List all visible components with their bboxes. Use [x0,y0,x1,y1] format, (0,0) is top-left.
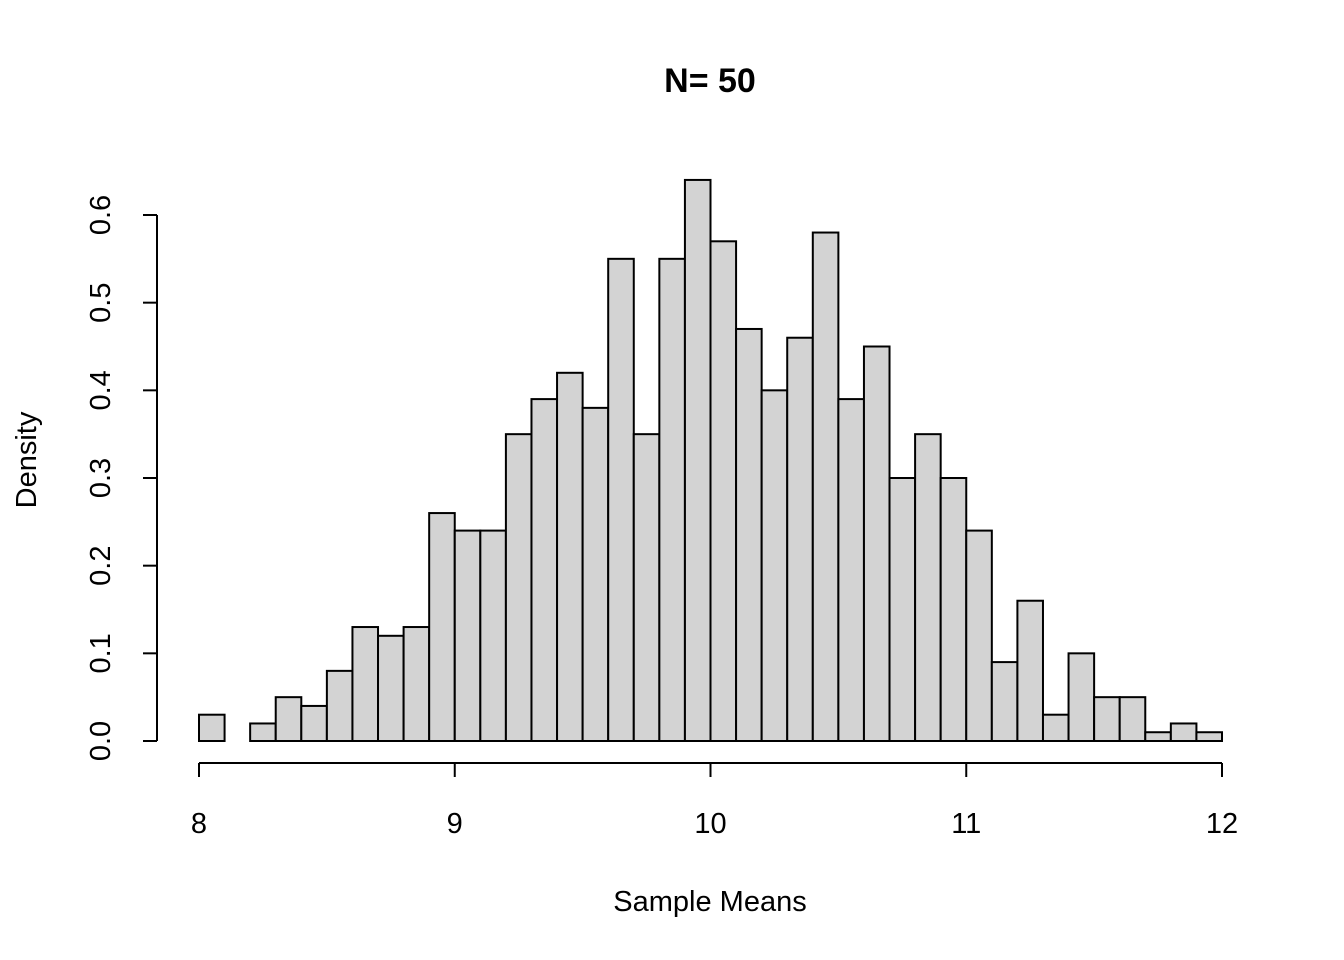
histogram-bar [658,257,686,742]
x-tick-label: 9 [447,808,463,840]
x-tick-label: 11 [951,808,981,840]
y-tick-label: 0.3 [85,458,117,498]
histogram-bar [862,345,891,742]
y-tick-label: 0.6 [85,195,117,235]
histogram-bar [402,626,431,742]
x-tick-label: 10 [694,808,726,840]
bars-group [198,178,1224,743]
histogram-bar [735,327,763,742]
histogram-bar [249,722,277,743]
histogram-bar [274,696,303,743]
histogram-bar [504,433,533,742]
histogram-bar [837,398,865,742]
y-axis: 0.0 0.1 0.2 0.3 0.4 0.5 0.6 [85,195,158,761]
histogram-bar [1016,599,1044,742]
histogram-bar [811,231,840,743]
histogram-bar [965,529,993,742]
histogram-bar [428,512,456,742]
histogram-bar [709,240,738,743]
y-axis-label: Density [11,411,43,508]
histogram-bar [888,477,917,742]
x-axis: 8 9 10 11 12 [191,762,1238,840]
histogram-bar [914,433,942,742]
histogram-bar [1144,731,1172,743]
histogram-bar [683,178,712,742]
y-tick-label: 0.5 [85,283,117,323]
histogram-bar [1041,713,1070,743]
histogram-bar [1195,731,1224,743]
x-axis-label: Sample Means [613,886,806,918]
histogram-bar [479,529,507,742]
histogram-bar [1067,652,1096,742]
y-tick-label: 0.4 [85,370,117,410]
y-tick-label: 0.2 [85,546,117,586]
histogram-bar [990,661,1019,742]
histogram-bar [786,336,814,742]
histogram-bar [351,626,380,742]
histogram-bar [581,406,610,742]
histogram-bar [632,433,661,742]
y-tick-label: 0.0 [85,721,117,761]
histogram-bar [300,704,328,743]
histogram-bar [607,257,635,742]
histogram-bar [325,669,354,742]
x-tick-label: 8 [191,808,207,840]
histogram-bar [1169,722,1198,743]
histogram-bar [760,389,789,742]
histogram-bar [453,529,482,742]
histogram-bar [1118,696,1147,743]
x-tick-label: 12 [1206,808,1238,840]
histogram-bar [939,477,968,742]
histogram-bar [198,713,226,743]
histogram-bar [530,398,559,742]
histogram-bar [377,634,405,742]
y-tick-label: 0.1 [85,633,117,673]
histogram-bar [1093,696,1121,743]
histogram-bar [556,371,584,742]
chart-title: N= 50 [664,62,756,100]
